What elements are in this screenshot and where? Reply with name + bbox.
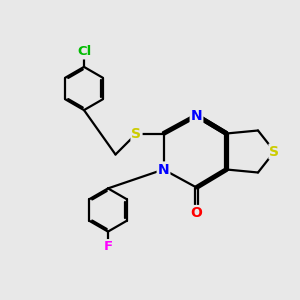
Text: O: O bbox=[190, 206, 202, 220]
Text: F: F bbox=[103, 240, 112, 253]
Text: N: N bbox=[191, 109, 202, 122]
Text: S: S bbox=[131, 127, 142, 140]
Text: Cl: Cl bbox=[77, 45, 91, 58]
Text: S: S bbox=[269, 145, 280, 158]
Text: N: N bbox=[158, 163, 169, 176]
